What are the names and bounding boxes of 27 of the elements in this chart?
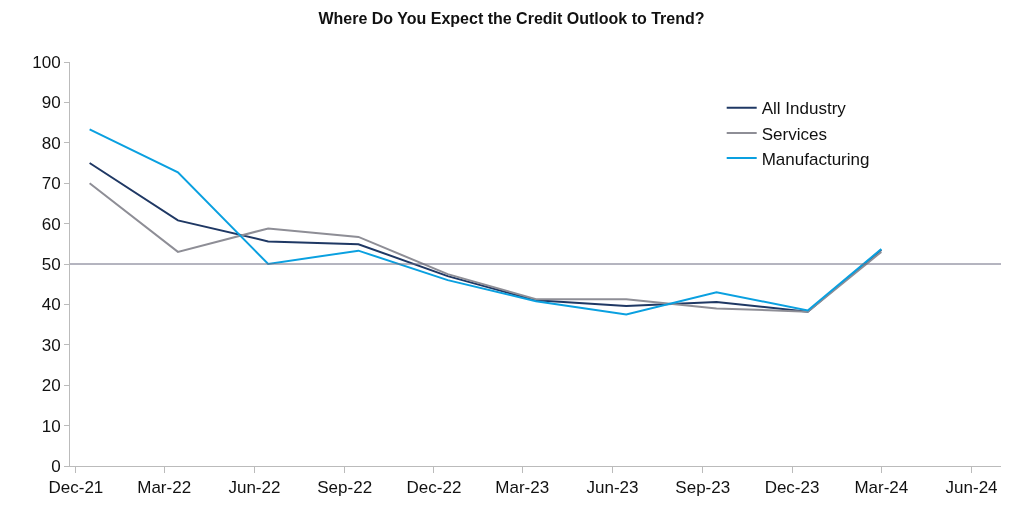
y-tick-label: 30 xyxy=(41,335,61,355)
y-tick-label: 60 xyxy=(41,214,61,234)
x-tick-label: Jun-23 xyxy=(586,478,639,498)
x-tick-label: Mar-23 xyxy=(495,478,550,498)
y-tick-label: 40 xyxy=(41,295,61,315)
x-tick-label: Sep-23 xyxy=(675,478,731,498)
y-tick-label: 80 xyxy=(41,133,61,153)
legend-label: Manufacturing xyxy=(761,149,870,169)
y-tick-label: 0 xyxy=(51,456,61,476)
x-tick-label: Mar-22 xyxy=(137,478,192,498)
y-tick-label: 50 xyxy=(41,254,61,274)
line-series xyxy=(88,128,883,316)
y-tick-label: 20 xyxy=(41,376,61,396)
x-tick-label: Dec-21 xyxy=(48,478,104,498)
legend-label: All Industry xyxy=(761,99,847,119)
y-tick-label: 100 xyxy=(32,52,61,72)
x-tick-label: Mar-24 xyxy=(854,478,909,498)
x-tick-label: Jun-24 xyxy=(945,478,998,498)
y-tick-label: 10 xyxy=(41,416,61,436)
x-tick-label: Dec-22 xyxy=(406,478,462,498)
x-tick-label: Jun-22 xyxy=(228,478,281,498)
y-tick-label: 70 xyxy=(41,174,61,194)
legend-label: Services xyxy=(761,124,827,144)
x-tick-label: Dec-23 xyxy=(764,478,820,498)
x-tick-label: Sep-22 xyxy=(317,478,373,498)
chart-title: Where Do You Expect the Credit Outlook to Trend? xyxy=(318,10,705,28)
y-tick-label: 90 xyxy=(41,93,61,113)
